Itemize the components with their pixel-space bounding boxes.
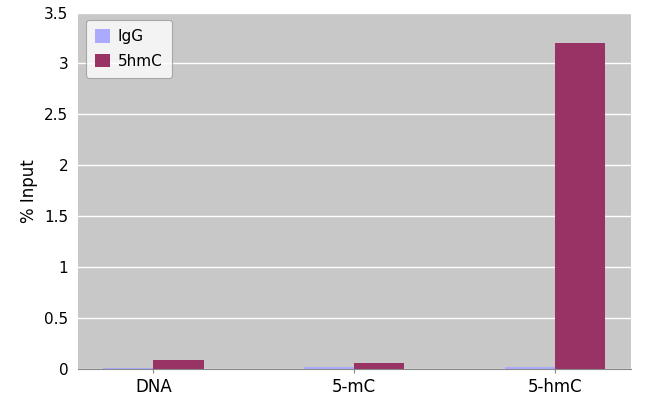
Bar (103, 368, 153, 369)
Legend: IgG, 5hmC: IgG, 5hmC (86, 20, 172, 78)
Bar (505, 367, 555, 369)
Bar (304, 367, 354, 369)
Bar (153, 360, 203, 369)
Y-axis label: % Input: % Input (20, 159, 38, 222)
Bar (354, 363, 404, 369)
Bar (555, 43, 605, 369)
